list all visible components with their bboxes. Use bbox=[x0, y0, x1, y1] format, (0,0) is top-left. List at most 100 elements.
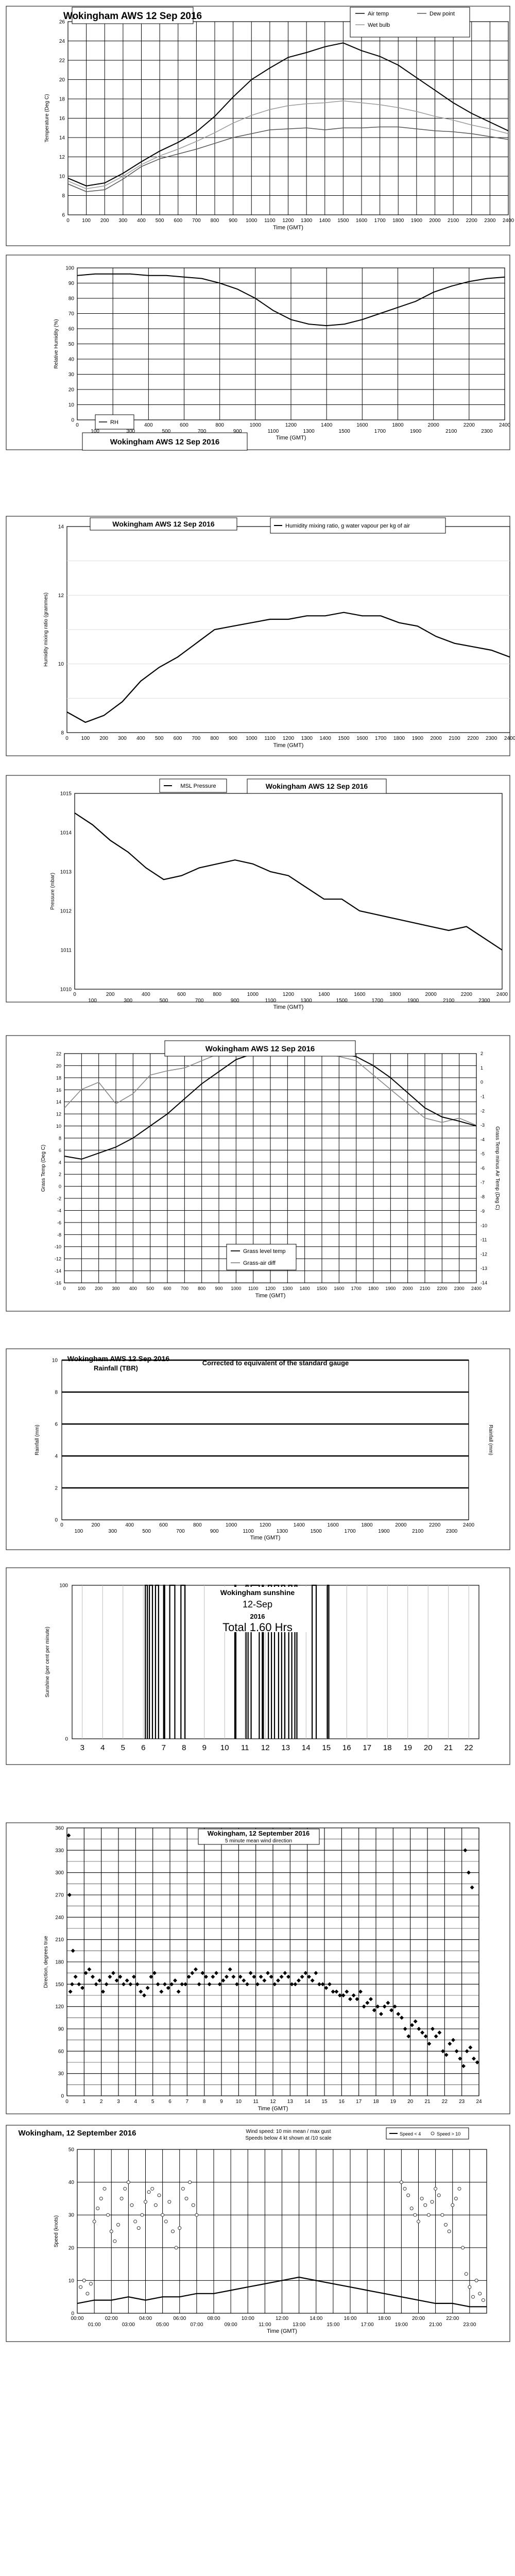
wind-direction-point bbox=[77, 1982, 81, 1987]
legend-label: Speed > 10 bbox=[437, 2131, 460, 2137]
x-tick-label: 200 bbox=[99, 736, 108, 741]
legend-label: Air temp bbox=[368, 11, 389, 17]
x-tick-label: 0 bbox=[65, 736, 68, 741]
speed-lt-4-point bbox=[430, 2200, 434, 2204]
speed-lt-4-point bbox=[413, 2213, 417, 2217]
legend-label: RH bbox=[110, 419, 118, 426]
series-line-mixing-ratio bbox=[66, 612, 510, 723]
x-tick-label: 1500 bbox=[336, 998, 348, 1004]
speed-lt-4-point bbox=[188, 2180, 192, 2184]
series-line-wet-bulb bbox=[67, 100, 509, 190]
wind-direction-point bbox=[173, 1978, 177, 1983]
x-tick-label: 1200 bbox=[282, 218, 294, 224]
y-tick-label: 60 bbox=[58, 2049, 64, 2055]
x-tick-label: 04:00 bbox=[139, 2316, 152, 2321]
y-tick-label: 70 bbox=[68, 311, 75, 317]
x-tick-label: 1600 bbox=[356, 736, 368, 741]
sunshine-bar bbox=[250, 1584, 260, 1739]
x-tick-label: 2000 bbox=[429, 218, 441, 224]
legend-box bbox=[350, 7, 470, 38]
y-tick-label: 150 bbox=[55, 1982, 64, 1988]
wind-direction-point bbox=[345, 1989, 349, 1994]
x-tick-label: 1000 bbox=[247, 992, 259, 997]
wind-direction-point bbox=[423, 2034, 428, 2039]
wind-direction-point bbox=[454, 2049, 459, 2054]
y-tick-label: 20 bbox=[56, 1063, 61, 1069]
sunshine-bar bbox=[169, 1584, 176, 1739]
y-tick-label: 20 bbox=[68, 387, 75, 393]
wind-direction-point bbox=[114, 1978, 119, 1983]
x-tick-label: 12:00 bbox=[276, 2316, 288, 2321]
sunshine-bar bbox=[268, 1584, 272, 1739]
wind-direction-point bbox=[87, 1967, 92, 1972]
wind-direction-point bbox=[417, 2027, 421, 2031]
speed-lt-4-point bbox=[136, 2226, 141, 2230]
x-tick-label: 800 bbox=[213, 992, 221, 997]
x-tick-label: 3 bbox=[80, 1743, 84, 1752]
x-tick-label: 16 bbox=[339, 2099, 345, 2105]
y-axis-label: Relative Humidity (%) bbox=[54, 319, 59, 368]
wind-direction-point bbox=[461, 2064, 466, 2069]
speed-lt-4-point bbox=[444, 2223, 448, 2227]
x-tick-label: 1300 bbox=[300, 998, 312, 1004]
speed-lt-4-point bbox=[184, 2196, 188, 2200]
x-tick-label: 500 bbox=[160, 998, 168, 1004]
legend-box bbox=[226, 1244, 297, 1270]
x-tick-label: 8 bbox=[203, 2099, 206, 2105]
x-tick-label: 700 bbox=[192, 736, 200, 741]
x-tick-label: 1300 bbox=[282, 1286, 293, 1291]
y-tick-label: 26 bbox=[59, 20, 65, 25]
y2-tick-label: -4 bbox=[480, 1137, 485, 1142]
speed-lt-4-point bbox=[399, 2180, 403, 2184]
y-tick-label: 360 bbox=[55, 1826, 64, 1832]
speed-lt-4-point bbox=[478, 2292, 482, 2296]
x-tick-label: 21 bbox=[424, 2099, 431, 2105]
x-tick-label: 2300 bbox=[486, 736, 497, 741]
x-tick-label: 1200 bbox=[265, 1286, 276, 1291]
wind-direction-point bbox=[375, 2004, 380, 2009]
x-tick-label: 2400 bbox=[496, 992, 508, 997]
x-tick-label: 1900 bbox=[412, 736, 424, 741]
wind-direction-point bbox=[427, 2041, 432, 2046]
x-tick-label: 2000 bbox=[403, 1286, 413, 1291]
wind-direction-point bbox=[300, 1974, 304, 1979]
y-tick-label: 1010 bbox=[60, 987, 72, 993]
wind-direction-point bbox=[73, 1974, 78, 1979]
x-tick-label: 14 bbox=[304, 2099, 311, 2105]
plot-area bbox=[61, 1360, 469, 1520]
speed-lt-4-point bbox=[92, 2219, 96, 2224]
chart-title: Wokingham AWS 12 Sep 2016 bbox=[112, 520, 215, 528]
x-tick-label: 1300 bbox=[303, 429, 315, 434]
wind-direction-point bbox=[458, 2056, 462, 2061]
wind-direction-point bbox=[475, 2060, 479, 2064]
speed-lt-4-point bbox=[423, 2203, 427, 2207]
speed-lt-4-point bbox=[417, 2219, 420, 2224]
wind-direction-point bbox=[355, 1997, 359, 2002]
chart-2: 0102030405060708090100020040060080010001… bbox=[6, 255, 511, 451]
x-tick-label: 300 bbox=[118, 736, 127, 741]
wind-direction-point bbox=[286, 1974, 290, 1979]
x-tick-label: 1200 bbox=[285, 422, 297, 428]
wind-direction-point bbox=[448, 2041, 452, 2046]
chart-1: 6 8 10 12 14 16 18 20 22 24 26 0 100 200 300 400 500 600 7… bbox=[6, 6, 514, 246]
x-tick-label: 10:00 bbox=[242, 2316, 254, 2321]
x-tick-label: 13:00 bbox=[293, 2322, 305, 2328]
wind-direction-point bbox=[341, 1993, 346, 1997]
y-tick-label: 12 bbox=[56, 1112, 61, 1117]
wind-direction-point bbox=[68, 1989, 73, 1994]
x-tick-label: 8 bbox=[182, 1743, 186, 1752]
sunshine-bar bbox=[163, 1584, 165, 1739]
speed-lt-4-point bbox=[116, 2223, 120, 2227]
legend-label: Speed < 4 bbox=[400, 2131, 421, 2137]
x-axis-label: Time (GMT) bbox=[250, 1535, 281, 1541]
wind-direction-point bbox=[235, 1982, 239, 1987]
x-tick-label: 1000 bbox=[246, 218, 258, 224]
x-tick-label: 900 bbox=[215, 1286, 222, 1291]
speed-lt-4-point bbox=[130, 2203, 134, 2207]
speed-lt-4-point bbox=[195, 2213, 199, 2217]
x-tick-label: 16:00 bbox=[344, 2316, 356, 2321]
speed-lt-4-point bbox=[474, 2278, 478, 2282]
x-tick-label: 2400 bbox=[471, 1286, 482, 1291]
x-tick-label: 4 bbox=[100, 1743, 105, 1752]
x-tick-label: 200 bbox=[95, 1286, 102, 1291]
